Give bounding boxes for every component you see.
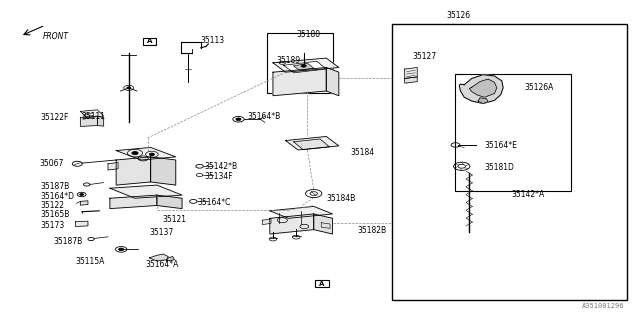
Bar	[315, 280, 329, 287]
Polygon shape	[157, 195, 182, 209]
Text: 35067: 35067	[39, 159, 63, 168]
Polygon shape	[262, 219, 271, 225]
Circle shape	[301, 65, 306, 67]
Text: 35126A: 35126A	[524, 84, 554, 92]
Text: 35142*B: 35142*B	[204, 162, 237, 172]
Polygon shape	[285, 136, 339, 150]
Polygon shape	[166, 257, 175, 261]
Text: A: A	[319, 281, 324, 287]
Text: 35181D: 35181D	[484, 163, 514, 172]
Polygon shape	[294, 139, 330, 150]
Text: 35182B: 35182B	[358, 226, 387, 235]
Text: 35122: 35122	[41, 201, 65, 210]
Circle shape	[236, 118, 241, 121]
Text: 35184B: 35184B	[326, 194, 356, 203]
Text: 35134F: 35134F	[204, 172, 232, 181]
Text: 35126: 35126	[446, 11, 470, 20]
Text: 35184: 35184	[350, 148, 374, 157]
Text: 35142*A: 35142*A	[511, 190, 545, 199]
Polygon shape	[81, 201, 88, 205]
Polygon shape	[81, 110, 104, 118]
Polygon shape	[469, 79, 497, 97]
Polygon shape	[478, 98, 488, 104]
Text: 35164*C: 35164*C	[198, 198, 231, 207]
Text: A: A	[147, 38, 152, 44]
Polygon shape	[110, 185, 182, 198]
Polygon shape	[404, 77, 417, 83]
Polygon shape	[81, 116, 97, 126]
Text: FRONT: FRONT	[43, 32, 68, 41]
Text: 35115A: 35115A	[76, 257, 105, 267]
Text: 35164*D: 35164*D	[41, 192, 75, 201]
Text: 35164*A: 35164*A	[146, 260, 179, 268]
Text: A351001296: A351001296	[582, 303, 624, 309]
Circle shape	[149, 153, 154, 156]
Bar	[267, 33, 333, 92]
Text: 35187B: 35187B	[41, 182, 70, 191]
Polygon shape	[270, 206, 333, 218]
Bar	[143, 38, 156, 45]
Polygon shape	[110, 195, 157, 209]
Bar	[392, 24, 627, 300]
Text: 35165B: 35165B	[41, 210, 70, 220]
Text: 35173: 35173	[41, 221, 65, 230]
Text: 35122F: 35122F	[41, 113, 69, 122]
Polygon shape	[460, 75, 503, 104]
Polygon shape	[314, 214, 333, 234]
Circle shape	[80, 194, 84, 196]
Circle shape	[118, 248, 124, 251]
Polygon shape	[76, 221, 88, 227]
Text: 35127: 35127	[413, 52, 437, 61]
Polygon shape	[116, 148, 176, 160]
Text: 35180: 35180	[296, 30, 320, 39]
Polygon shape	[270, 214, 314, 234]
Text: 35137: 35137	[149, 228, 173, 237]
Polygon shape	[284, 61, 326, 73]
Circle shape	[127, 87, 131, 89]
Polygon shape	[273, 68, 326, 96]
Bar	[455, 74, 571, 191]
Polygon shape	[294, 63, 314, 71]
Text: 35113: 35113	[200, 36, 224, 45]
Text: 35121: 35121	[162, 215, 186, 224]
Text: 35164*E: 35164*E	[484, 141, 517, 150]
Polygon shape	[321, 223, 330, 228]
Text: 35164*B: 35164*B	[248, 112, 281, 121]
Text: 35187B: 35187B	[54, 237, 83, 246]
Polygon shape	[149, 254, 168, 261]
Polygon shape	[150, 157, 176, 185]
Polygon shape	[404, 68, 417, 78]
Polygon shape	[116, 157, 150, 185]
Polygon shape	[273, 58, 339, 72]
Text: 35111: 35111	[81, 112, 106, 121]
Polygon shape	[108, 163, 118, 170]
Polygon shape	[97, 116, 104, 126]
Circle shape	[132, 152, 138, 155]
Text: 35189: 35189	[276, 56, 300, 65]
Polygon shape	[326, 68, 339, 96]
